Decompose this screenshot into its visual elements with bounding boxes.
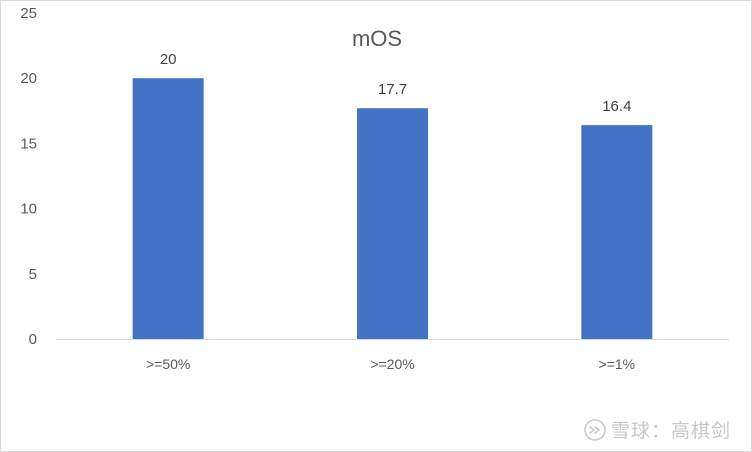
bar (132, 78, 204, 339)
y-tick-label: 5 (29, 266, 37, 283)
x-category-label: >=50% (146, 356, 190, 372)
y-tick-label: 25 (20, 5, 37, 22)
bar-series (132, 78, 653, 339)
data-labels: 20 17.7 16.4 (160, 51, 632, 115)
chart-title: mOS (352, 26, 402, 51)
y-tick-label: 10 (20, 201, 37, 218)
x-axis: >=50% >=20% >=1% (56, 339, 729, 372)
watermark-text: 雪球：高棋剑 (610, 420, 731, 442)
data-label: 17.7 (378, 81, 407, 98)
snowball-logo-icon (584, 418, 606, 441)
bar (357, 108, 428, 339)
data-label: 20 (160, 51, 177, 68)
y-axis: 0 5 10 15 20 25 (20, 5, 37, 348)
bar (581, 125, 653, 339)
data-label: 16.4 (602, 98, 631, 115)
y-tick-label: 0 (29, 331, 37, 348)
x-category-label: >=1% (599, 356, 636, 372)
watermark: 雪球：高棋剑 (583, 416, 731, 443)
y-tick-label: 20 (20, 70, 37, 87)
x-category-label: >=20% (370, 356, 414, 372)
y-tick-label: 15 (20, 135, 37, 152)
